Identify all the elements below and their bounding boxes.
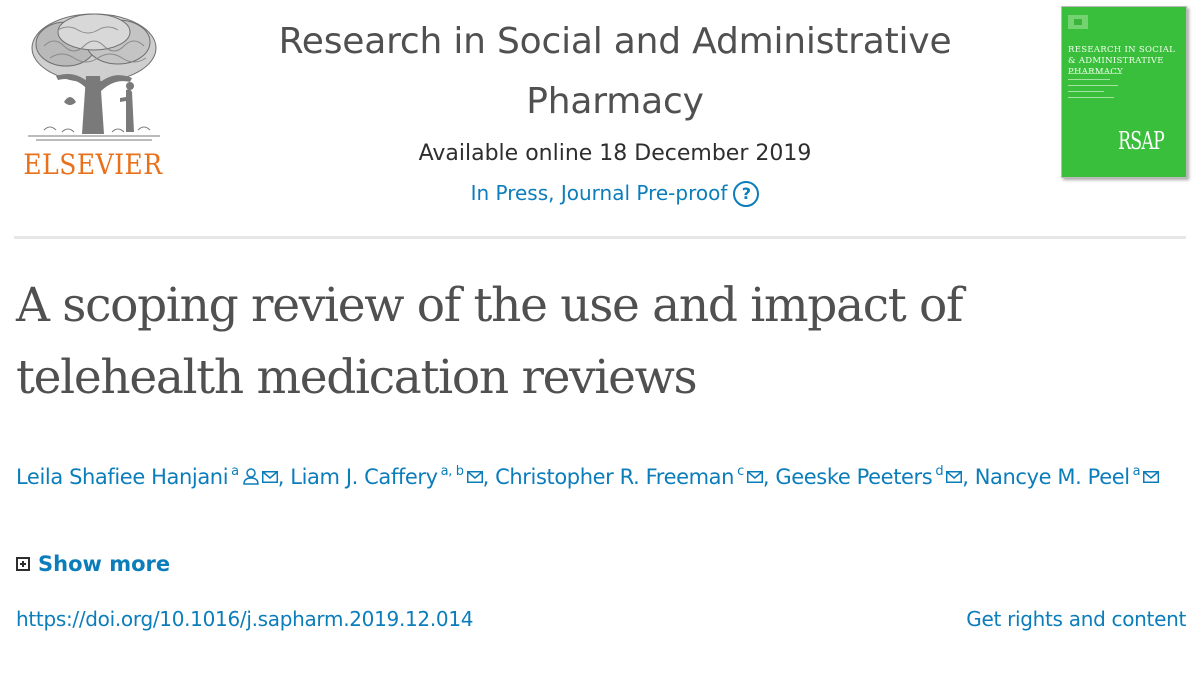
tree-icon: [28, 13, 160, 141]
affiliation-marker[interactable]: a: [231, 464, 239, 479]
show-more-button[interactable]: Show more: [16, 548, 170, 580]
affiliation-marker[interactable]: c: [737, 464, 744, 479]
availability-date: Available online 18 December 2019: [418, 141, 812, 166]
author-name[interactable]: Leila Shafiee Hanjani: [16, 465, 229, 489]
cover-text-lines: [1068, 73, 1128, 103]
cover-title: RESEARCH IN SOCIAL & ADMINISTRATIVE PHAR…: [1068, 45, 1176, 77]
author-item: Nancye M. Peel a: [974, 464, 1160, 489]
author-separator: ,: [962, 465, 969, 489]
cover-abbreviation: RSAP: [1118, 127, 1165, 155]
affiliation-marker[interactable]: d: [935, 464, 944, 479]
article-status: In Press, Journal Pre-proof?: [200, 176, 1030, 210]
publisher-name: ELSEVIER: [23, 148, 163, 181]
rights-link[interactable]: Get rights and content: [966, 607, 1186, 631]
author-item: Geeske Peeters d: [775, 464, 963, 489]
author-name[interactable]: Geeske Peeters: [775, 465, 933, 489]
author-name[interactable]: Nancye M. Peel: [974, 465, 1130, 489]
author-item: Leila Shafiee Hanjani a: [16, 464, 278, 489]
user-icon[interactable]: [242, 468, 259, 485]
question-circle-icon[interactable]: ?: [733, 181, 760, 207]
status-text: In Press, Journal Pre-proof: [470, 181, 728, 205]
journal-title-link[interactable]: Research in Social and Administrative Ph…: [278, 21, 952, 122]
mail-icon[interactable]: [746, 471, 763, 483]
cover-publisher-mark: [1068, 15, 1088, 29]
journal-cover[interactable]: RESEARCH IN SOCIAL & ADMINISTRATIVE PHAR…: [1061, 6, 1187, 178]
author-item: Christopher R. Freeman c: [495, 464, 763, 489]
mail-icon[interactable]: [466, 471, 483, 483]
doi-link[interactable]: https://doi.org/10.1016/j.sapharm.2019.1…: [16, 607, 474, 631]
mail-icon[interactable]: [946, 471, 963, 483]
article-title: A scoping review of the use and impact o…: [16, 278, 963, 405]
author-separator: ,: [762, 465, 770, 489]
article-header: ELSEVIER Research in Social and Administ…: [0, 0, 1200, 236]
mail-icon[interactable]: [261, 471, 278, 483]
header-divider: [14, 236, 1186, 239]
plus-box-icon: [16, 557, 30, 571]
show-more-label: Show more: [38, 552, 171, 576]
author-item: Liam J. Caffery a, b: [290, 464, 483, 489]
affiliation-marker[interactable]: a, b: [440, 464, 464, 479]
author-separator: ,: [277, 465, 285, 489]
journal-info: Research in Social and Administrative Ph…: [200, 12, 1030, 210]
author-name[interactable]: Liam J. Caffery: [290, 465, 438, 489]
author-separator: ,: [482, 465, 490, 489]
author-name[interactable]: Christopher R. Freeman: [495, 465, 735, 489]
mail-icon[interactable]: [1143, 471, 1160, 483]
author-list: Leila Shafiee Hanjani a, Liam J. Caffery a…: [16, 452, 1186, 497]
elsevier-logo[interactable]: [14, 6, 172, 182]
affiliation-marker[interactable]: a: [1132, 464, 1141, 479]
